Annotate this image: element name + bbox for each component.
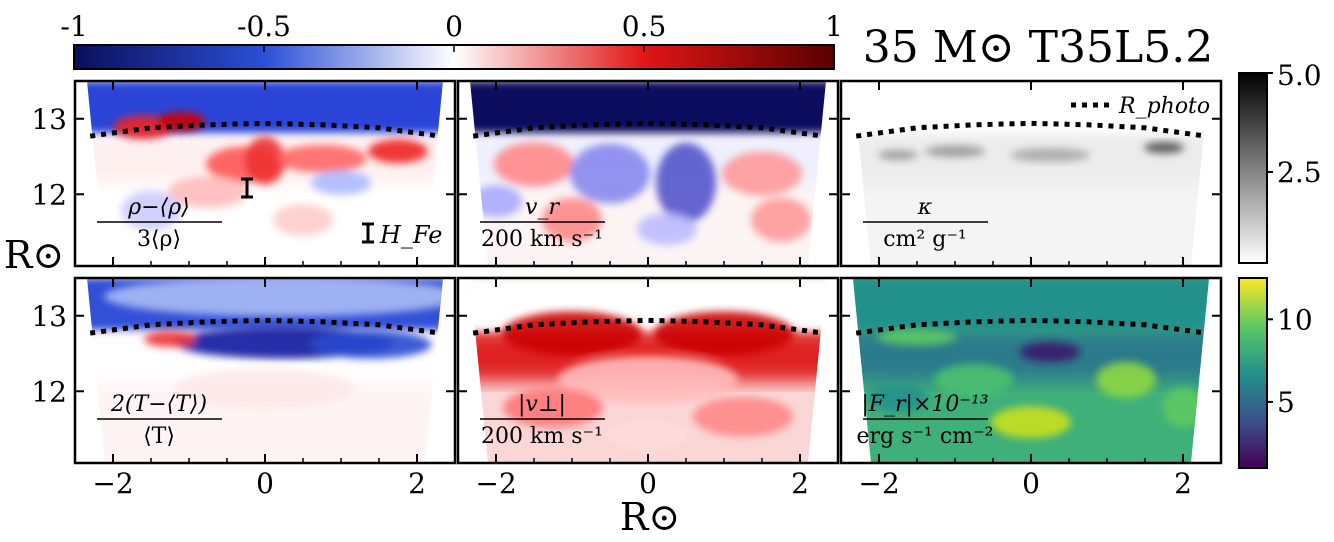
y-tick-label: 12 [31,375,67,408]
x-axis-label: R⊙ [620,495,680,539]
panel-label: κ cm² g⁻¹ [863,195,988,252]
colorbar-tick-label: 5 [1277,386,1295,419]
x-tick-label: 2 [408,467,426,500]
colorbar-tick-label: 1 [825,10,843,43]
y-tick-label: 13 [31,103,67,136]
y-tick-label: 12 [31,178,67,211]
scale-bar [362,222,374,244]
y-tick-label: 13 [31,300,67,333]
opacity-colorbar: 2.5 5.0 [1238,59,1322,264]
colorbar-tick-label: 5.0 [1277,59,1322,92]
label-numerator: κ [917,195,933,220]
x-tick-label: 0 [1022,467,1040,500]
label-denominator: ⟨T⟩ [143,424,175,449]
x-tick-label: 2 [791,467,809,500]
label-numerator: |F_r|×10⁻¹³ [861,392,988,417]
photosphere-curve [472,317,824,336]
flux-colorbar: 5 10 [1238,277,1313,469]
heatmap-field [470,81,826,266]
colorbar-tick-label: 0.5 [622,10,667,43]
photosphere-curve [472,120,824,139]
label-numerator: ρ−⟨ρ⟩ [127,195,189,220]
colorbar-tick-label: 2.5 [1277,156,1322,189]
heatmap-field [87,81,443,266]
label-numerator: v_r [525,195,560,220]
opacity-colorbar-gradient [1238,72,1268,264]
colorbar-tick-label: 10 [1277,303,1313,336]
label-denominator: 3⟨ρ⟩ [137,227,181,252]
label-denominator: cm² g⁻¹ [883,227,967,252]
panel-label: v_r 200 km s⁻¹ [480,195,605,252]
photosphere-curve [855,120,1207,139]
panel-temperature: −2 0 2 12 13 2(T−⟨T⟩) ⟨T⟩ [31,276,457,500]
label-numerator: |v⊥| [518,392,566,417]
diverging-colorbar: -1 -0.5 0 0.5 1 [60,10,843,70]
x-tick-label: −2 [475,467,516,500]
panel-density: 12 13 ρ−⟨ρ⟩ 3⟨ρ⟩ H_Fe [31,79,457,268]
label-denominator: 200 km s⁻¹ [481,227,603,252]
legend-label: R_photo [1118,94,1210,119]
photosphere-curve [89,120,441,139]
colorbar-tick-label: -0.5 [237,10,291,43]
figure-title: 35 M⊙ T35L5.2 [863,22,1213,73]
label-denominator: 200 km s⁻¹ [481,424,603,449]
panel-opacity: κ cm² g⁻¹ R_photo [839,79,1223,268]
panel-label: 2(T−⟨T⟩) ⟨T⟩ [97,392,222,449]
scale-bar-label: H_Fe [379,221,442,249]
heatmap-field [853,278,1209,463]
x-tick-label: 2 [1174,467,1192,500]
flux-colorbar-gradient [1238,277,1268,469]
colorbar-tick-label: 0 [445,10,463,43]
x-tick-label: −2 [92,467,133,500]
photosphere-curve [89,317,441,336]
panel-label: |v⊥| 200 km s⁻¹ [480,392,605,449]
label-denominator: erg s⁻¹ cm⁻² [857,424,994,449]
panel-radial-velocity: v_r 200 km s⁻¹ [456,79,840,268]
photosphere-curve [855,317,1207,336]
colorbar-tick-label: -1 [60,10,87,43]
panel-tangential-velocity: −2 0 2 |v⊥| 200 km s⁻¹ [456,276,840,500]
heatmap-field [87,278,443,463]
x-tick-label: 0 [639,467,657,500]
y-axis-label: R⊙ [4,233,64,277]
label-numerator: 2(T−⟨T⟩) [110,392,207,417]
heatmap-field [853,81,1209,266]
x-tick-label: 0 [256,467,274,500]
scale-bar [241,177,253,199]
x-tick-label: −2 [858,467,899,500]
panel-label: ρ−⟨ρ⟩ 3⟨ρ⟩ [97,195,222,252]
